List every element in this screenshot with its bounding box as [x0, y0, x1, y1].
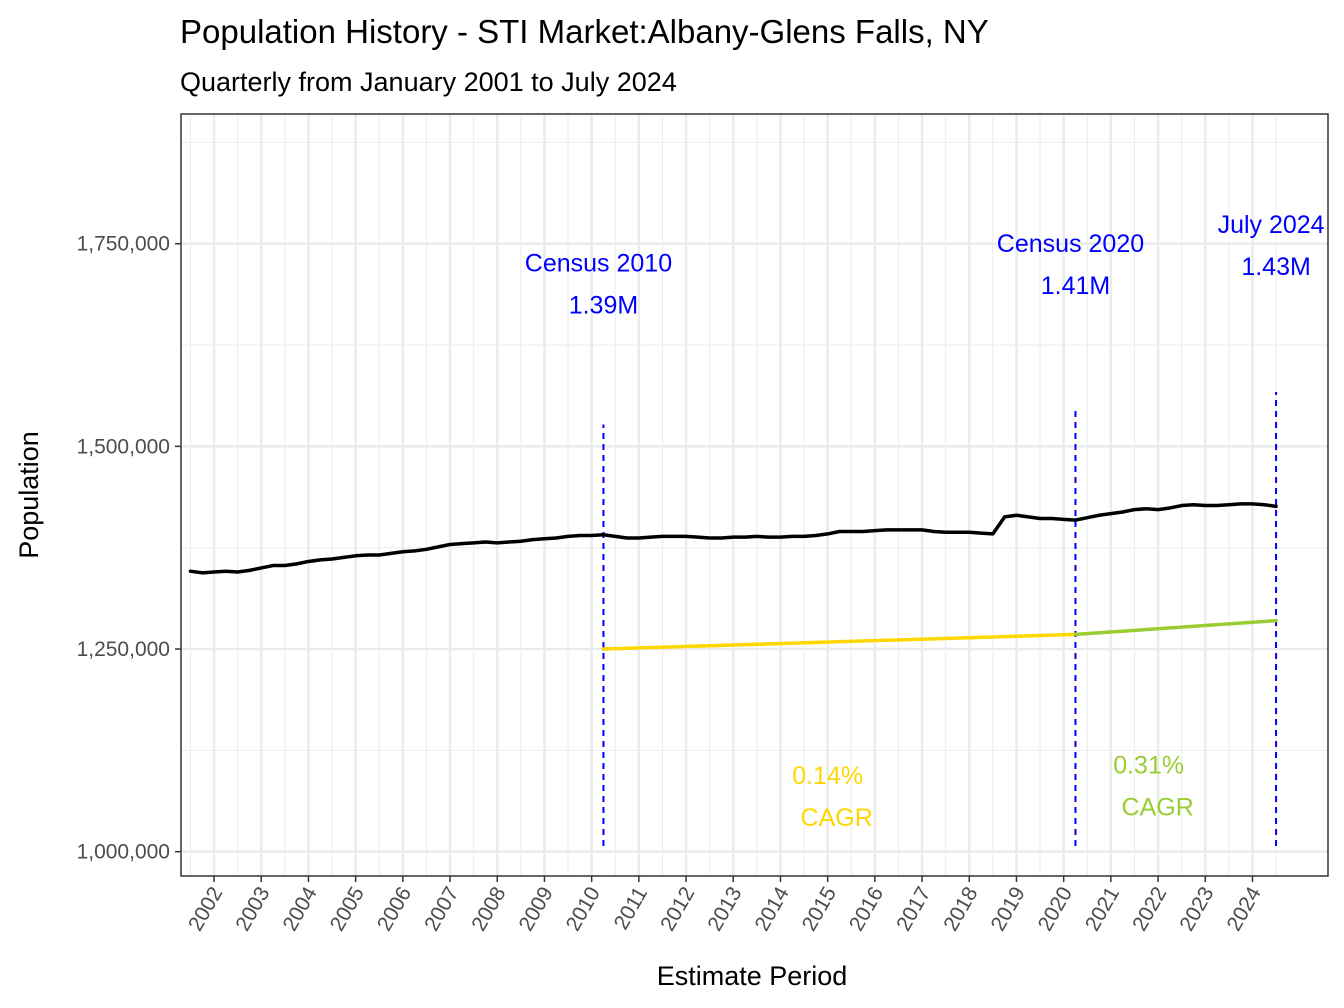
minor-gridlines — [181, 114, 1328, 876]
annotations: Census 2010 1.39M Census 2020 1.41M July 202… — [525, 211, 1325, 832]
census-value-label: 1.41M — [1041, 272, 1110, 300]
census-label: Census 2020 — [997, 230, 1144, 258]
y-axis-title: Population — [14, 431, 44, 559]
chart-subtitle: Quarterly from January 2001 to July 2024 — [180, 67, 677, 97]
cagr-label: CAGR — [801, 804, 873, 832]
y-tick-label: 1,750,000 — [77, 233, 170, 256]
x-tick-label: 2015 — [798, 883, 841, 935]
census-value-label: 1.43M — [1241, 253, 1310, 281]
y-tick-label: 1,250,000 — [77, 638, 170, 661]
data-series — [188, 502, 1278, 651]
x-axis: 2002 2003 2004 2005 2006 2007 2008 2009 2010 2011… — [184, 876, 1266, 935]
x-tick-label: 2022 — [1128, 883, 1171, 935]
x-tick-label: 2009 — [515, 883, 558, 935]
x-tick-label: 2014 — [751, 883, 794, 935]
y-tick-label: 1,000,000 — [77, 841, 170, 864]
census-value-label: 1.39M — [569, 291, 638, 319]
x-tick-label: 2013 — [703, 883, 746, 935]
census-label: July 2024 — [1218, 211, 1325, 239]
x-tick-label: 2006 — [373, 883, 416, 935]
x-tick-label: 2011 — [610, 883, 653, 934]
census-reference-lines — [602, 392, 1278, 847]
x-tick-label: 2007 — [420, 883, 463, 935]
x-tick-label: 2023 — [1175, 883, 1218, 935]
x-tick-label: 2004 — [278, 883, 321, 935]
cagr-line-2010-2020 — [601, 632, 1078, 651]
y-axis: 1,000,000 1,250,000 1,500,000 1,750,000 — [77, 233, 181, 864]
x-tick-label: 2010 — [562, 883, 605, 935]
major-gridlines — [181, 114, 1328, 876]
chart-title: Population History - STI Market:Albany-G… — [180, 13, 989, 50]
x-tick-label: 2020 — [1034, 883, 1077, 935]
x-tick-label: 2003 — [231, 883, 274, 935]
x-axis-title: Estimate Period — [657, 961, 848, 991]
plot-panel-border — [180, 113, 1329, 877]
cagr-percent-label: 0.31% — [1113, 752, 1184, 780]
x-tick-label: 2012 — [656, 883, 699, 935]
x-tick-label: 2021 — [1081, 883, 1124, 935]
x-tick-label: 2019 — [987, 883, 1030, 935]
population-line — [188, 502, 1278, 575]
cagr-line-2020-2024 — [1073, 618, 1278, 637]
cagr-percent-label: 0.14% — [792, 762, 863, 790]
x-tick-label: 2016 — [845, 883, 888, 935]
x-tick-label: 2024 — [1223, 883, 1266, 935]
y-tick-label: 1,500,000 — [77, 435, 170, 458]
cagr-label: CAGR — [1122, 794, 1194, 822]
x-tick-label: 2002 — [184, 883, 227, 935]
x-tick-label: 2005 — [326, 883, 369, 935]
x-tick-label: 2017 — [892, 883, 935, 935]
x-tick-label: 2008 — [467, 883, 510, 935]
x-tick-label: 2018 — [939, 883, 982, 935]
census-label: Census 2010 — [525, 249, 672, 277]
